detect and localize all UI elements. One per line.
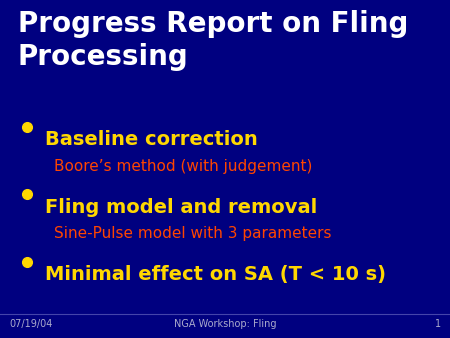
Text: 07/19/04: 07/19/04 bbox=[9, 319, 52, 330]
Text: Minimal effect on SA (T < 10 s): Minimal effect on SA (T < 10 s) bbox=[45, 265, 386, 284]
Text: Baseline correction: Baseline correction bbox=[45, 130, 258, 149]
Text: Boore’s method (with judgement): Boore’s method (with judgement) bbox=[54, 159, 312, 174]
Text: NGA Workshop: Fling: NGA Workshop: Fling bbox=[174, 319, 276, 330]
Text: Sine-Pulse model with 3 parameters: Sine-Pulse model with 3 parameters bbox=[54, 226, 332, 241]
Text: 1: 1 bbox=[435, 319, 441, 330]
Text: Progress Report on Fling
Processing: Progress Report on Fling Processing bbox=[18, 10, 409, 71]
Text: Fling model and removal: Fling model and removal bbox=[45, 198, 317, 217]
